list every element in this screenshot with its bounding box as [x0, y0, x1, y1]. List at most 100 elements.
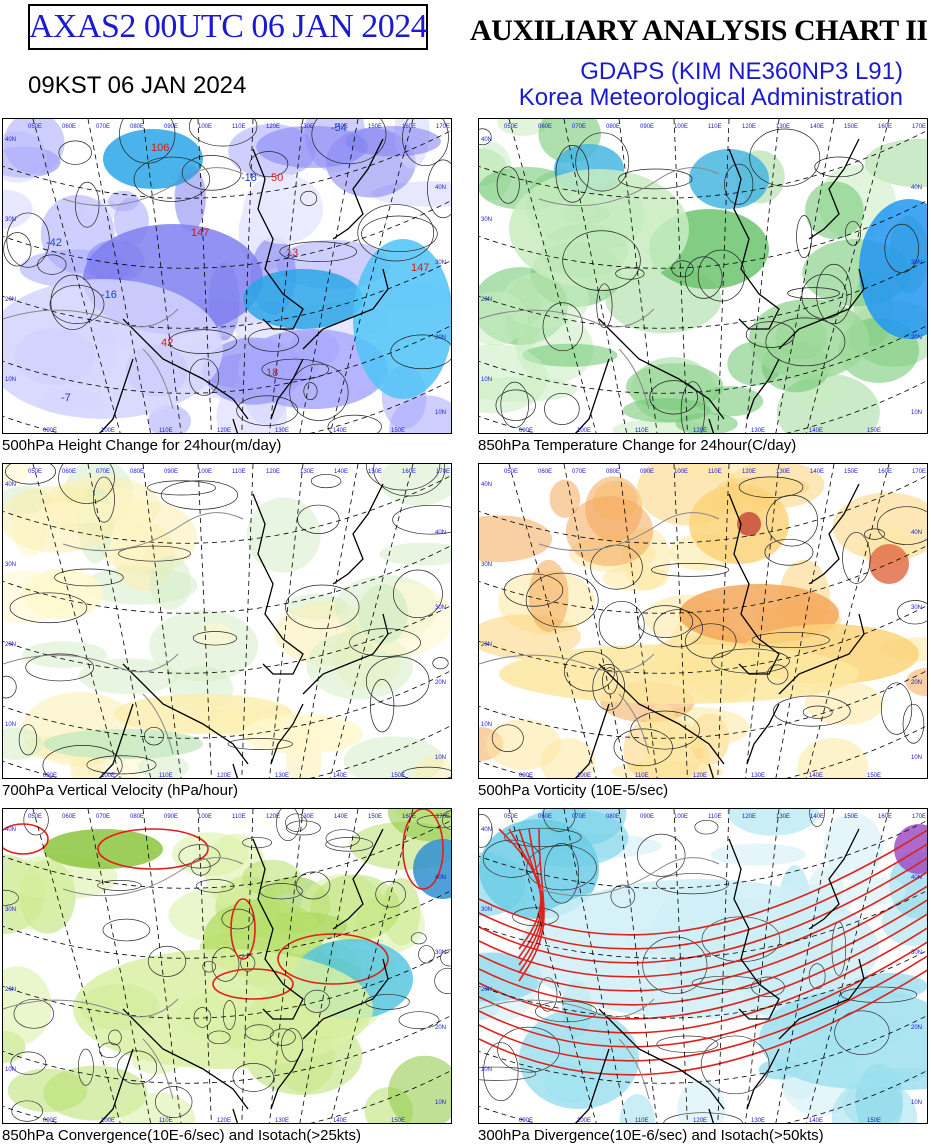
longitude-line [717, 464, 730, 778]
country-border [62, 857, 244, 897]
contour [192, 631, 238, 646]
contour-value-label: -16 [101, 289, 117, 301]
longitude-label: 100E [674, 469, 688, 475]
contour [542, 302, 584, 352]
shaded-field [805, 181, 864, 240]
longitude-label: 120E [742, 814, 756, 820]
longitude-label: 170E [436, 124, 450, 130]
coastlines [98, 828, 389, 1123]
contour [108, 1029, 122, 1046]
contour [244, 1024, 274, 1041]
coastline [598, 663, 725, 765]
latitude-label: 40N [911, 875, 922, 881]
latitude-label: 40N [911, 185, 922, 191]
longitude-line [717, 119, 730, 433]
longitude-label: 090E [640, 814, 654, 820]
longitude-label: 110E [708, 814, 722, 820]
latitude-label: 40N [5, 827, 16, 833]
latitude-label: 30N [5, 907, 16, 913]
shaded-field [196, 623, 234, 648]
coastlines [574, 138, 865, 433]
contour [118, 545, 191, 562]
coastline [98, 703, 134, 778]
contour [303, 989, 331, 1013]
longitude-label: 150E [391, 773, 405, 779]
shaded-field [21, 641, 107, 668]
contour [232, 1062, 275, 1092]
latitude-label: 30N [911, 605, 922, 611]
latitude-label: 10N [435, 410, 446, 416]
contour-value-label: 42 [161, 337, 173, 349]
contour [297, 504, 340, 534]
contour [544, 392, 580, 425]
longitude-label: 130E [751, 1118, 765, 1124]
contour [98, 1042, 121, 1059]
shaded-field [3, 861, 66, 930]
coastline [598, 1008, 725, 1110]
latitude-label: 40N [481, 482, 492, 488]
latitude-line [3, 820, 451, 889]
longitude-label: 160E [402, 814, 416, 820]
shaded-field [519, 879, 879, 1019]
latitude-line [3, 890, 451, 959]
product-id-box: AXAS2 00UTC 06 JAN 2024 [28, 4, 428, 50]
coastline [728, 838, 780, 1020]
longitude-label: 070E [96, 814, 110, 820]
latitude-label: 30N [435, 605, 446, 611]
latitude-label: 20N [435, 1025, 446, 1031]
contour [37, 254, 67, 275]
longitude-label: 110E [635, 1118, 649, 1124]
coastline [302, 268, 389, 350]
coastline [778, 958, 865, 1040]
longitude-label: 150E [391, 1118, 405, 1124]
contour [864, 528, 885, 540]
contour [227, 738, 293, 750]
shaded-field [73, 949, 373, 1069]
shaded-field [413, 754, 451, 778]
country-border [479, 653, 655, 673]
longitude-label: 120E [693, 773, 707, 779]
coastline [232, 418, 239, 433]
latitude-line [479, 890, 927, 959]
longitude-label: 110E [159, 773, 173, 779]
country-border [618, 348, 650, 410]
country-border [3, 998, 179, 1018]
longitude-line [618, 119, 658, 433]
latitude-label: 20N [481, 642, 492, 648]
contour [236, 395, 299, 426]
isotach [518, 828, 544, 974]
longitude-label: 080E [606, 469, 620, 475]
longitude-line [329, 809, 414, 1123]
longitude-label: 150E [844, 469, 858, 475]
latitude-label: 10N [435, 755, 446, 761]
contour [97, 879, 142, 891]
longitude-line [142, 809, 182, 1123]
shaded-field [3, 279, 223, 419]
contour [3, 232, 32, 267]
longitude-label: 150E [844, 124, 858, 130]
longitude-label: 090E [519, 428, 533, 434]
longitude-label: 150E [368, 814, 382, 820]
contour [671, 260, 694, 278]
longitude-label: 160E [878, 469, 892, 475]
contour [6, 212, 50, 268]
latitude-line [479, 1015, 927, 1084]
contour [154, 1086, 193, 1118]
longitude-label: 140E [333, 773, 347, 779]
contour [538, 977, 558, 1012]
coastline [270, 1048, 304, 1110]
contour [642, 936, 708, 994]
latitude-line [479, 200, 927, 269]
contour [503, 573, 564, 607]
contour-value-label: 147 [411, 262, 429, 274]
contour [434, 967, 451, 994]
contour [440, 949, 451, 967]
coastlines [574, 483, 865, 778]
latitude-line [479, 325, 927, 394]
map-canvas: -10-101112-981624-7-5050E060E070E080E090… [479, 119, 927, 434]
shaded-field [138, 754, 190, 778]
longitude-label: 050E [28, 814, 42, 820]
coastline [232, 763, 239, 778]
coastline [598, 318, 725, 420]
longitude-label: 130E [776, 124, 790, 130]
